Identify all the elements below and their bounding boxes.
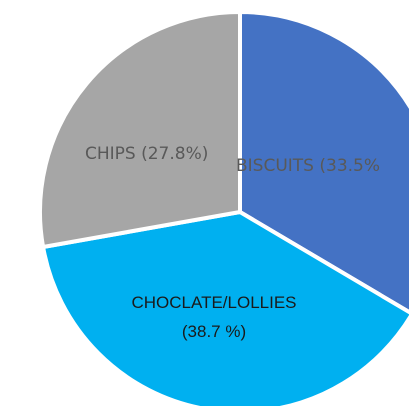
label-biscuits: BISCUITS (33.5% [236, 156, 380, 176]
label-choclate-lollies: CHOCLATE/LOLLIES [131, 293, 296, 312]
label-chips: CHIPS (27.8%) [85, 144, 208, 164]
label-choclate-lollies-percent: (38.7 %) [182, 322, 246, 341]
pie-slices [38, 10, 409, 406]
pie-slice-choclate-lollies [41, 210, 409, 406]
pie-slice-chips [38, 10, 242, 250]
pie-labels: CHIPS (27.8%) BISCUITS (33.5% CHOCLATE/L… [85, 144, 380, 341]
